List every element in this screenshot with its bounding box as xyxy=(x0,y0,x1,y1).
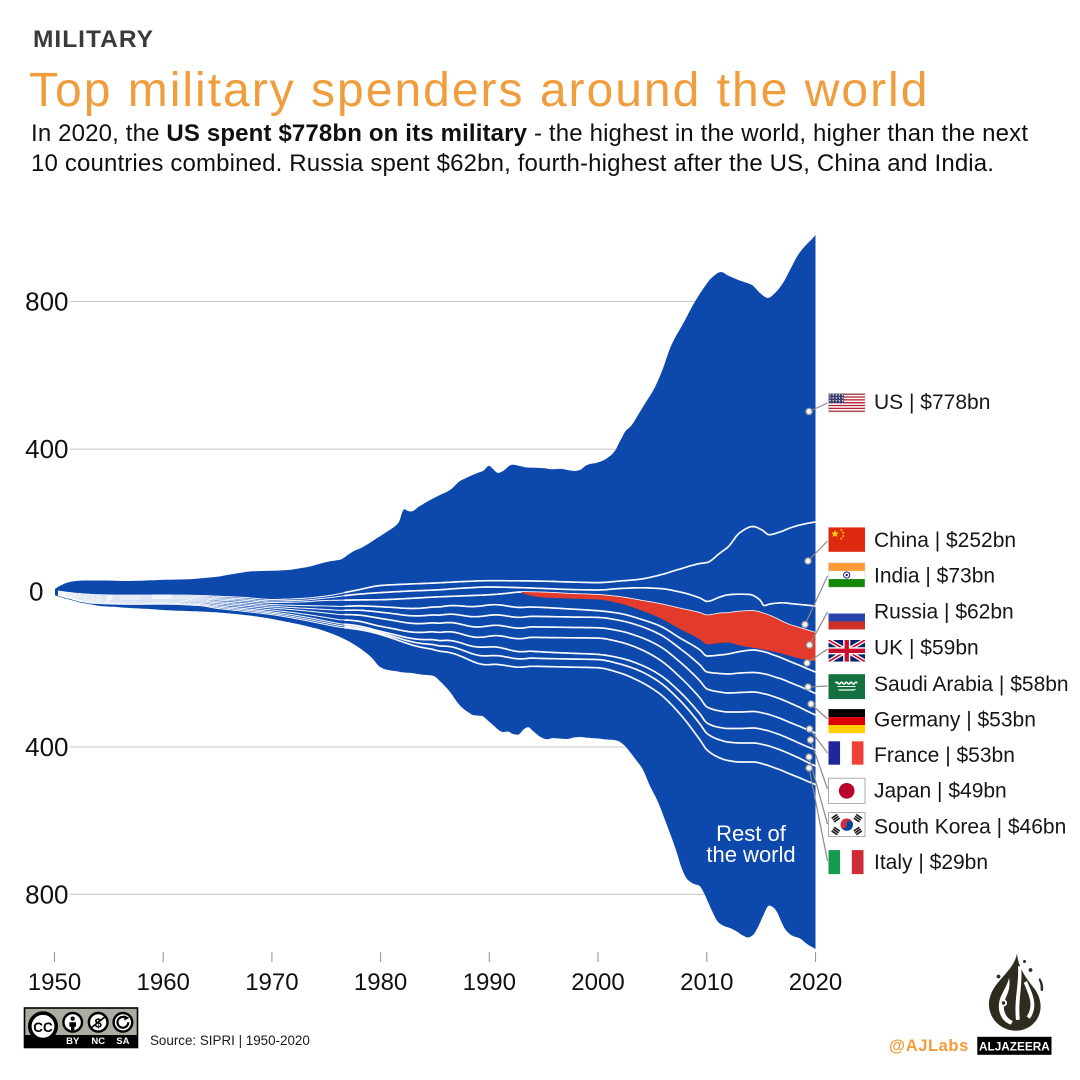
svg-text:@AJLabs: @AJLabs xyxy=(889,1037,969,1055)
svg-text:the world: the world xyxy=(706,842,795,867)
svg-text:US | $778bn: US | $778bn xyxy=(874,391,990,414)
svg-text:400: 400 xyxy=(25,434,68,464)
svg-text:China | $252bn: China | $252bn xyxy=(874,529,1016,552)
svg-text:India | $73bn: India | $73bn xyxy=(874,565,995,588)
svg-text:Russia | $62bn: Russia | $62bn xyxy=(874,601,1014,624)
svg-text:1960: 1960 xyxy=(137,969,190,996)
svg-text:Japan | $49bn: Japan | $49bn xyxy=(874,780,1007,803)
svg-text:2010: 2010 xyxy=(680,969,733,996)
svg-text:Source: SIPRI | 1950-2020: Source: SIPRI | 1950-2020 xyxy=(150,1033,310,1048)
svg-text:ALJAZEERA: ALJAZEERA xyxy=(979,1039,1050,1053)
svg-text:1950: 1950 xyxy=(28,969,81,996)
svg-text:Saudi Arabia | $58bn: Saudi Arabia | $58bn xyxy=(874,673,1069,696)
svg-text:BY: BY xyxy=(66,1036,80,1047)
svg-text:400: 400 xyxy=(25,732,68,762)
svg-text:CC: CC xyxy=(33,1020,53,1035)
svg-text:NC: NC xyxy=(91,1036,105,1047)
svg-text:1970: 1970 xyxy=(245,969,298,996)
svg-text:800: 800 xyxy=(25,879,68,909)
svg-text:France | $53bn: France | $53bn xyxy=(874,744,1015,767)
svg-text:800: 800 xyxy=(25,287,68,317)
svg-text:UK | $59bn: UK | $59bn xyxy=(874,637,979,660)
svg-text:South Korea | $46bn: South Korea | $46bn xyxy=(874,816,1066,839)
svg-text:2000: 2000 xyxy=(571,969,624,996)
svg-text:Italy | $29bn: Italy | $29bn xyxy=(874,851,988,874)
svg-text:Germany | $53bn: Germany | $53bn xyxy=(874,709,1036,732)
svg-text:0: 0 xyxy=(29,576,43,606)
svg-text:1990: 1990 xyxy=(463,969,516,996)
svg-text:SA: SA xyxy=(116,1036,129,1047)
svg-text:2020: 2020 xyxy=(789,969,842,996)
svg-text:1980: 1980 xyxy=(354,969,407,996)
svg-text:Rest of: Rest of xyxy=(716,821,787,846)
